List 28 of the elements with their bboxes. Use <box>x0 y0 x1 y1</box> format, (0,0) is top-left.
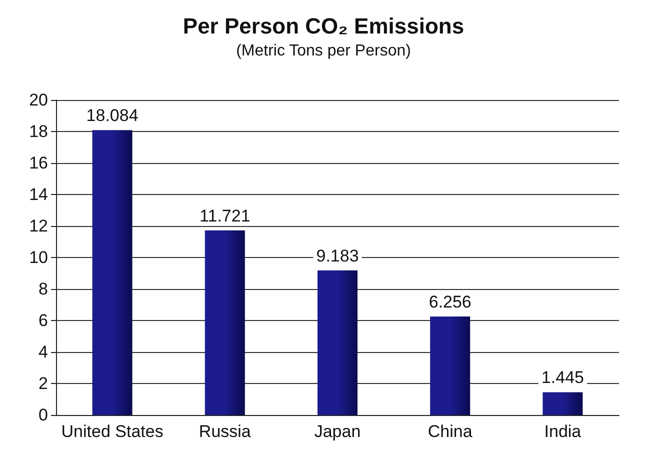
chart-title: Per Person CO₂ Emissions <box>182 14 464 38</box>
y-tick-label: 2 <box>38 374 48 393</box>
bar <box>542 392 583 415</box>
y-tick-label: 4 <box>38 342 48 362</box>
y-tick-label: 12 <box>29 216 48 236</box>
x-tick-label: India <box>544 422 582 441</box>
chart-subtitle: (Metric Tons per Person) <box>236 42 411 60</box>
bar <box>430 316 470 415</box>
y-tick-label: 0 <box>38 406 48 424</box>
x-tick-label: China <box>428 422 473 441</box>
y-tick-label: 20 <box>29 90 48 110</box>
y-tick-label: 10 <box>29 248 48 267</box>
data-label: 6.256 <box>428 292 472 312</box>
bar <box>92 130 132 415</box>
data-label: 9.183 <box>316 246 359 266</box>
bar <box>318 270 358 415</box>
y-tick-label: 6 <box>38 311 48 330</box>
x-tick-label: Japan <box>314 422 361 441</box>
data-label: 18.084 <box>86 106 138 126</box>
x-tick-label: Russia <box>198 422 252 441</box>
y-tick-label: 18 <box>29 122 48 141</box>
data-label: 11.721 <box>200 206 250 226</box>
y-tick-label: 8 <box>38 280 48 298</box>
y-tick-label: 16 <box>29 154 48 172</box>
x-tick-label: United States <box>61 422 164 441</box>
y-tick-label: 14 <box>29 185 48 204</box>
data-label: 1.445 <box>541 368 584 388</box>
bar <box>204 230 245 415</box>
